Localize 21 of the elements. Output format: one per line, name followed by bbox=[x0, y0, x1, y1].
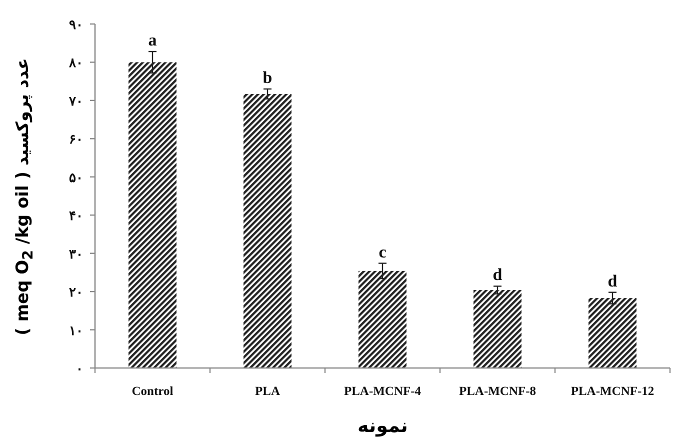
x-tick-label: Control bbox=[132, 384, 174, 398]
annotation: b bbox=[262, 68, 272, 87]
y-tick-label: ۱۰ bbox=[69, 322, 83, 338]
y-tick-label: ۴۰ bbox=[69, 208, 83, 224]
y-tick-label: ۹۰ bbox=[69, 17, 83, 32]
y-tick-label: ۲۰ bbox=[69, 284, 83, 300]
y-tick-label: ۵۰ bbox=[69, 170, 83, 185]
x-tick-label: PLA-MCNF-8 bbox=[458, 384, 536, 398]
x-axis-title: نمونه bbox=[358, 415, 408, 437]
x-tick-label: PLA bbox=[255, 384, 280, 398]
y-tick-label: ۶۰ bbox=[69, 132, 83, 147]
y-tick-label: ۸۰ bbox=[68, 55, 83, 70]
annotation: d bbox=[608, 271, 618, 290]
annotation: a bbox=[148, 30, 158, 50]
annotation: c bbox=[378, 242, 387, 262]
y-tick-label: ۰ bbox=[76, 361, 83, 376]
annotation: d bbox=[492, 265, 503, 284]
y-tick-label: ۷۰ bbox=[68, 93, 83, 108]
x-tick-label: PLA-MCNF-12 bbox=[570, 384, 654, 398]
y-tick-label: ۳۰ bbox=[69, 246, 83, 262]
x-tick-label: PLA-MCNF-4 bbox=[344, 384, 422, 398]
